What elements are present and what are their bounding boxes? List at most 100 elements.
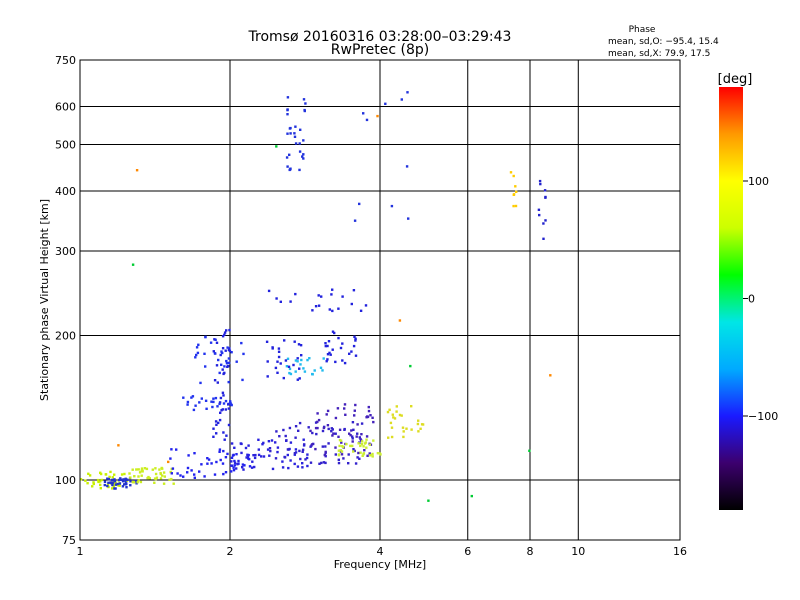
data-point xyxy=(307,426,310,429)
data-point xyxy=(347,462,350,465)
data-point xyxy=(367,405,370,409)
data-point xyxy=(138,471,142,474)
data-point xyxy=(296,357,299,360)
data-point xyxy=(230,470,233,473)
data-point xyxy=(351,435,354,438)
x-tick-label: 2 xyxy=(227,545,234,558)
x-tick-label: 8 xyxy=(527,545,534,558)
data-point xyxy=(88,474,92,477)
data-point xyxy=(299,128,302,131)
data-point xyxy=(222,431,225,434)
data-point xyxy=(121,480,125,483)
data-point xyxy=(368,452,371,455)
data-point xyxy=(220,363,223,366)
data-point xyxy=(217,421,220,425)
data-point xyxy=(129,476,132,479)
data-point xyxy=(225,434,228,437)
data-point xyxy=(353,219,357,222)
data-point xyxy=(218,450,221,453)
data-point xyxy=(294,359,298,362)
data-point xyxy=(223,333,226,336)
data-point xyxy=(354,337,357,340)
data-point xyxy=(298,421,302,425)
data-point xyxy=(512,204,515,208)
data-point xyxy=(395,405,398,408)
x-axis-label: Frequency [MHz] xyxy=(334,558,426,571)
data-point xyxy=(227,380,230,384)
data-point xyxy=(338,444,341,448)
data-point xyxy=(207,458,211,461)
data-point xyxy=(193,473,196,476)
y-tick-label: 100 xyxy=(55,474,76,487)
x-tick-label: 6 xyxy=(464,545,471,558)
data-point xyxy=(363,442,367,445)
data-point xyxy=(232,469,236,472)
data-point xyxy=(542,222,545,225)
data-point xyxy=(286,113,289,116)
data-point xyxy=(348,352,351,355)
data-point xyxy=(131,468,134,471)
data-point xyxy=(316,426,319,430)
data-point xyxy=(212,350,215,353)
data-point xyxy=(120,478,123,481)
data-point xyxy=(345,442,348,446)
data-point xyxy=(321,429,325,433)
data-point xyxy=(288,371,291,375)
data-point xyxy=(331,330,335,333)
data-point xyxy=(170,477,173,481)
data-point xyxy=(161,474,164,477)
data-point xyxy=(225,362,229,365)
data-point xyxy=(326,424,330,427)
data-point xyxy=(331,434,334,437)
data-point xyxy=(363,449,366,452)
data-point xyxy=(92,481,95,484)
data-point xyxy=(303,443,306,446)
data-point xyxy=(328,308,331,311)
data-point xyxy=(337,435,340,438)
colorbar-label: [deg] xyxy=(718,72,753,87)
data-point xyxy=(360,443,364,446)
data-point xyxy=(359,451,362,454)
data-point xyxy=(213,352,217,355)
data-point xyxy=(198,470,201,473)
data-point xyxy=(337,458,340,461)
data-point xyxy=(318,462,321,465)
data-point xyxy=(528,449,531,452)
data-point xyxy=(351,440,354,443)
data-point xyxy=(279,362,282,365)
data-point xyxy=(324,461,327,465)
data-point xyxy=(135,169,139,172)
data-point xyxy=(226,452,229,456)
data-point xyxy=(266,375,269,378)
data-point xyxy=(376,114,379,118)
data-point xyxy=(230,442,234,445)
data-point xyxy=(103,480,107,483)
data-point xyxy=(223,365,226,368)
data-point xyxy=(235,467,238,470)
data-point xyxy=(151,468,154,471)
data-point xyxy=(328,351,331,355)
data-point xyxy=(266,448,270,451)
data-point xyxy=(323,453,326,457)
data-point xyxy=(336,407,340,410)
data-point xyxy=(218,371,221,375)
data-point xyxy=(324,445,327,448)
data-point xyxy=(221,408,224,411)
data-point xyxy=(294,448,298,451)
data-point xyxy=(274,457,278,460)
data-point xyxy=(111,483,114,487)
data-point xyxy=(106,484,109,488)
data-point xyxy=(229,402,232,405)
data-point xyxy=(211,405,214,409)
data-point xyxy=(128,472,131,475)
data-point xyxy=(376,452,380,455)
data-point xyxy=(288,367,292,371)
data-point xyxy=(163,475,166,478)
data-point xyxy=(365,446,368,449)
data-point xyxy=(275,297,278,300)
data-point xyxy=(419,427,422,430)
stats-x-mode: mean, sd,X: 79.9, 17.5 xyxy=(608,49,710,59)
data-point xyxy=(334,453,337,456)
data-point xyxy=(284,434,287,438)
data-point xyxy=(537,208,541,211)
